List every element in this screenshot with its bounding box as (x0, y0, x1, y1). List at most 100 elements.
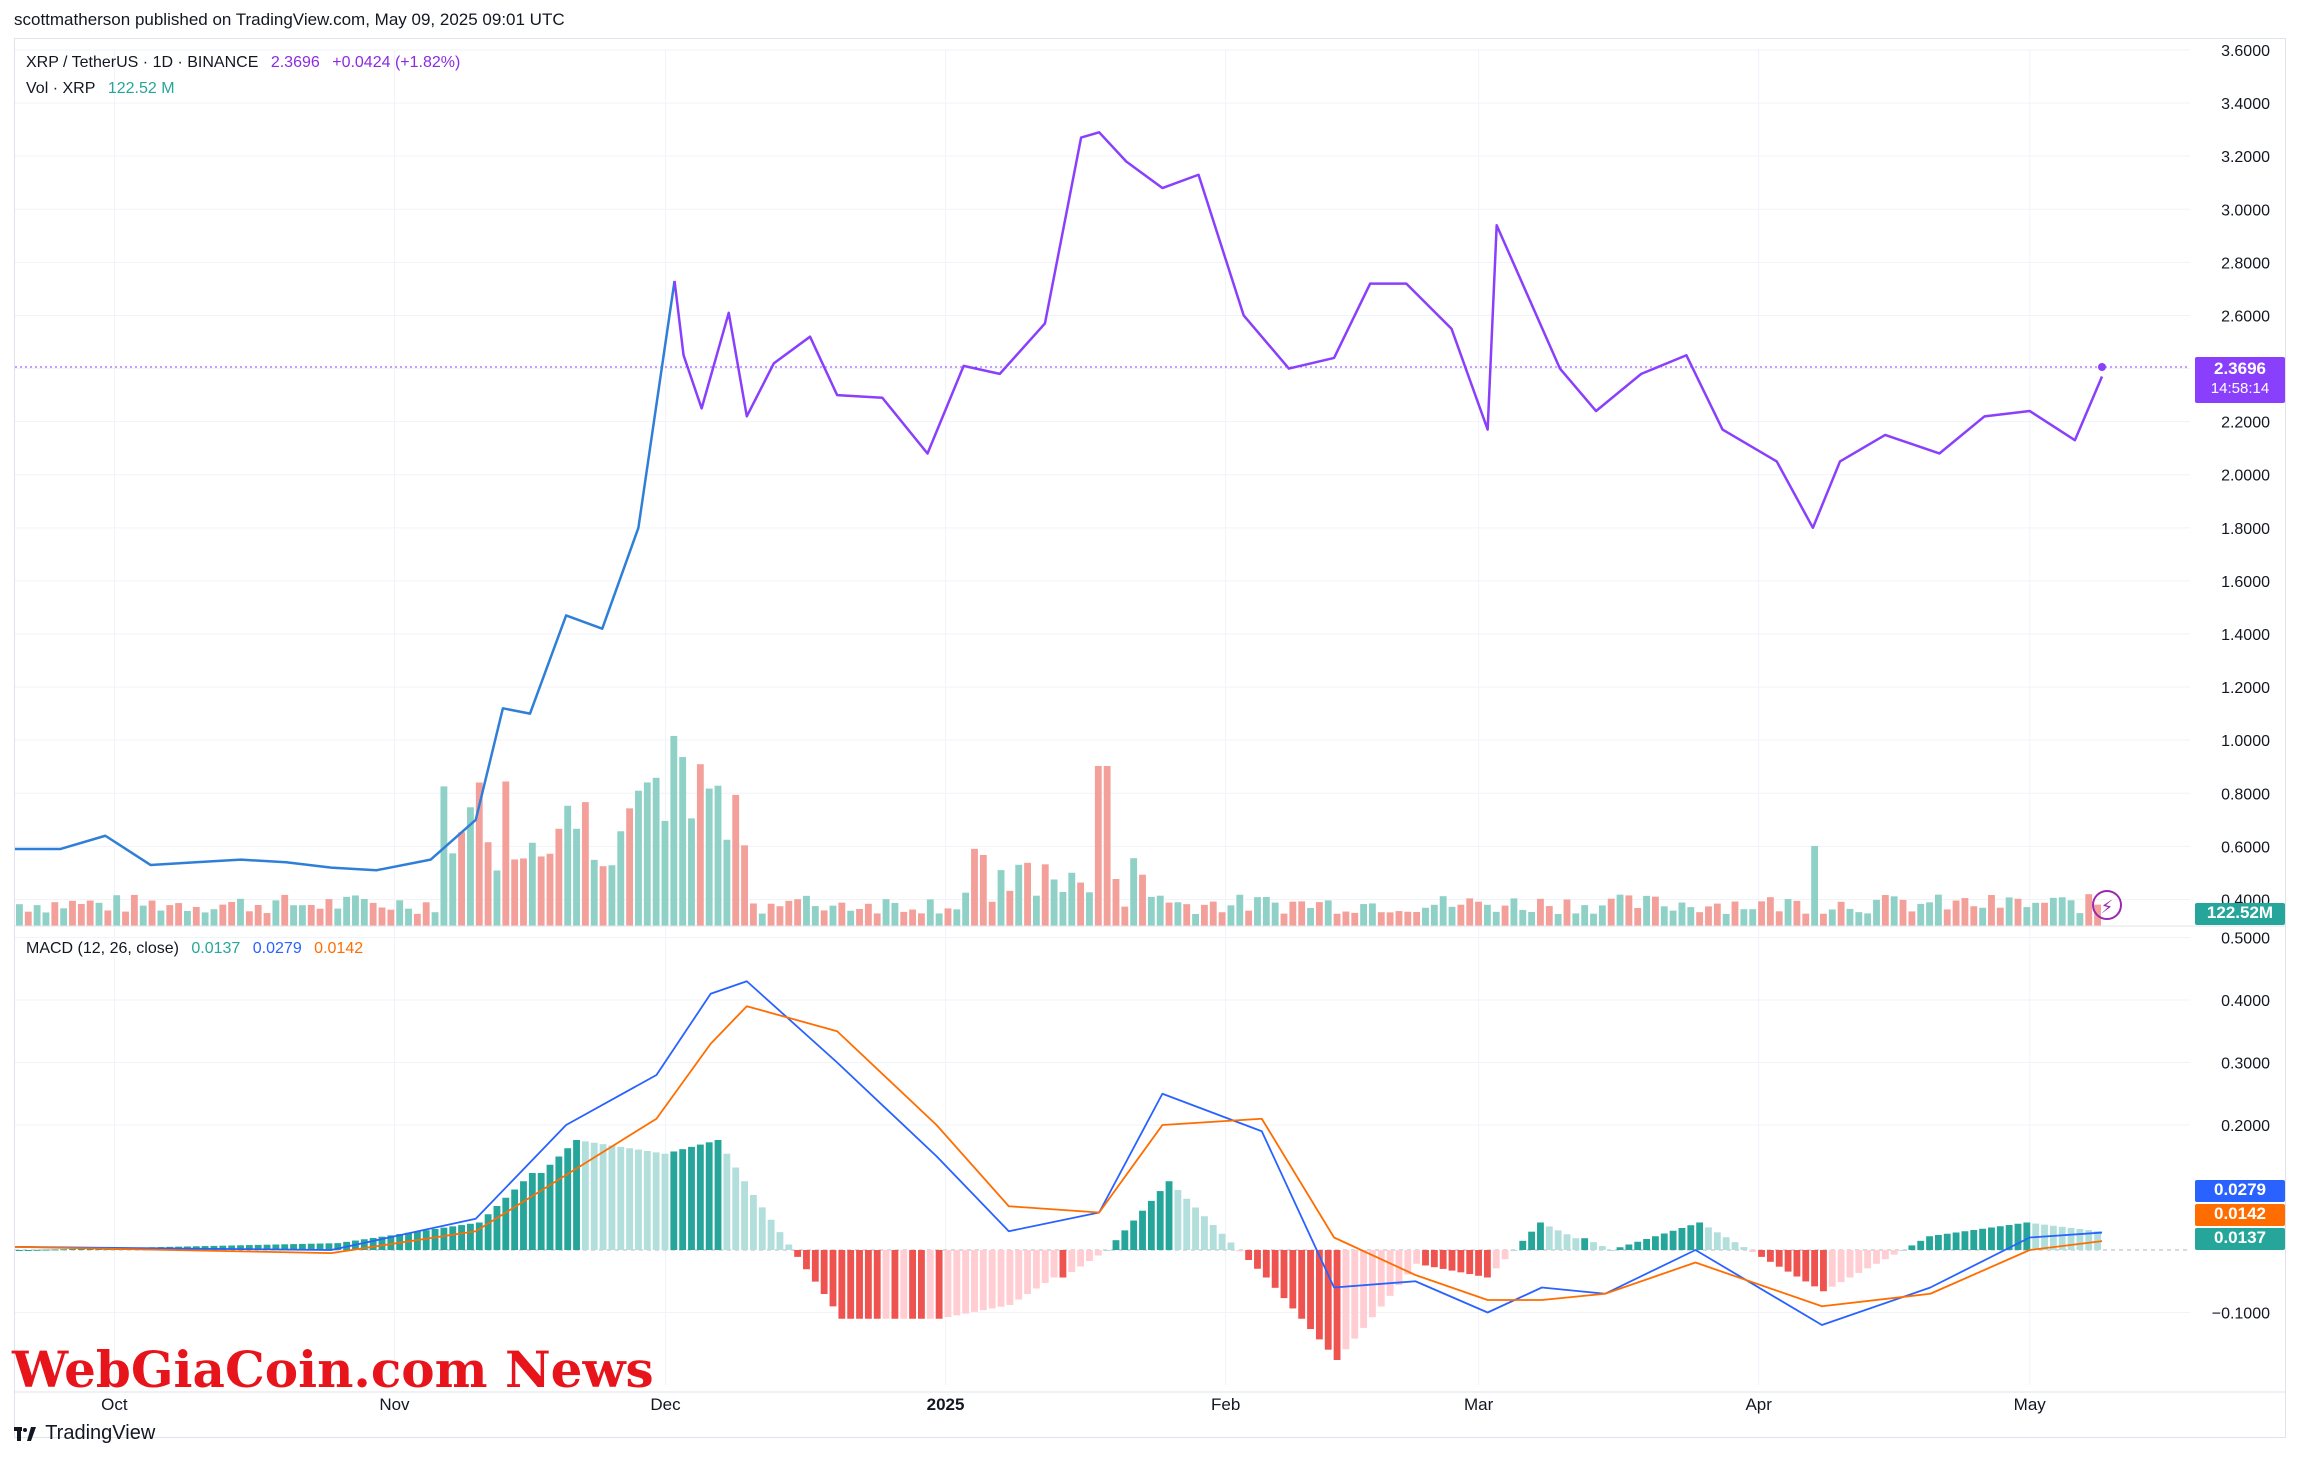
macd-legend: MACD (12, 26, close) 0.0137 0.0279 0.014… (26, 940, 371, 958)
macd-hist-bar (298, 1243, 306, 1250)
volume-bar (1828, 909, 1836, 926)
volume-bar (175, 903, 183, 926)
macd-hist-bar (467, 1223, 474, 1250)
volume-bar (1934, 894, 1942, 926)
volume-bar (334, 908, 342, 926)
volume-bar (1369, 903, 1376, 926)
volume-bar (1077, 882, 1085, 926)
volume-bar (705, 788, 713, 926)
volume-bar (1466, 898, 1474, 926)
volume-bar (484, 842, 492, 926)
price-line (15, 131, 2104, 872)
price-line-late (673, 131, 2104, 530)
macd-hist-bar (1112, 1240, 1120, 1250)
tradingview-brand[interactable]: TradingView (14, 1422, 155, 1445)
volume-bar (1245, 910, 1253, 926)
macd-tick-label: −0.1000 (2212, 1306, 2270, 1323)
macd-hist-bar (1952, 1232, 1960, 1250)
macd-hist-bar (732, 1167, 740, 1250)
volume-bar (1731, 901, 1739, 926)
volume-bar (1554, 913, 1562, 926)
time-axis: Oct Nov Dec 2025 Feb Mar Apr May (101, 1395, 2046, 1414)
macd-hist-bar (16, 1250, 23, 1251)
volume-bar (1307, 908, 1314, 926)
macd-hist-bar (909, 1250, 917, 1319)
volume-bar (546, 853, 554, 926)
macd-hist-bar (546, 1164, 554, 1250)
volume-bar (1563, 899, 1571, 926)
volume-bar (1802, 913, 1810, 926)
macd-hist-bar (528, 1173, 536, 1250)
last-price-dot (2098, 363, 2106, 371)
volume-legend: Vol · XRP 122.52 M (26, 80, 183, 98)
macd-hist-bar (1855, 1250, 1863, 1273)
volume-bar (1032, 895, 1040, 926)
volume-bar (1669, 910, 1677, 926)
macd-hist-bar (1802, 1250, 1810, 1282)
macd-hist-bar (856, 1250, 863, 1319)
macd-tick-label: 0.2000 (2221, 1118, 2270, 1135)
macd-hist-bar (926, 1250, 934, 1319)
volume-bar (272, 900, 280, 926)
volume-bar (1820, 913, 1827, 926)
macd-hist-bar (1811, 1250, 1819, 1287)
macd-hist-bar (1068, 1250, 1076, 1272)
macd-hist-bar (608, 1145, 616, 1250)
macd-hist-bar (1492, 1250, 1500, 1269)
macd-hist-bar (1041, 1250, 1049, 1283)
macd-hist-bar (1466, 1250, 1474, 1275)
volume-bar (24, 911, 32, 926)
macd-hist-bar (1165, 1181, 1173, 1250)
lightning-icon[interactable]: ⚡ (2092, 890, 2122, 920)
macd-hist-bar (1696, 1222, 1704, 1250)
macd-hist-bar (847, 1250, 855, 1319)
macd-label[interactable]: MACD (12, 26, close) (26, 940, 179, 957)
macd-hist-bar (1545, 1226, 1553, 1250)
volume-bar (1581, 905, 1589, 926)
macd-hist-bar (1510, 1250, 1518, 1251)
macd-hist-bar (1386, 1250, 1394, 1296)
macd-hist-bar (493, 1206, 501, 1250)
time-tick-label: Nov (379, 1395, 410, 1414)
volume-bar (1634, 907, 1642, 926)
volume-bar (1952, 900, 1960, 926)
volume-bar (2076, 913, 2084, 926)
volume-bar (1510, 898, 1518, 926)
macd-hist-bar (1475, 1250, 1482, 1276)
volume-bar (440, 786, 448, 926)
macd-hist-bar (811, 1250, 819, 1282)
volume-bar (573, 828, 580, 926)
macd-hist-bar (1793, 1250, 1801, 1277)
volume-bar (1015, 864, 1023, 926)
volume-bar (785, 900, 793, 926)
volume-bar (77, 904, 85, 926)
volume-bar (42, 912, 50, 926)
volume-label[interactable]: Vol · XRP (26, 80, 96, 97)
time-tick-label: Feb (1211, 1395, 1240, 1414)
macd-hist-bar (1943, 1233, 1951, 1250)
macd-line (14, 980, 2103, 1326)
macd-hist-bar (1687, 1225, 1695, 1250)
volume-bar (1590, 913, 1597, 926)
volume-bar (387, 909, 395, 926)
volume-bar (1687, 907, 1695, 926)
volume-bar (688, 818, 695, 926)
macd-hist-bar (51, 1249, 59, 1251)
volume-bar (1024, 862, 1031, 926)
symbol-label[interactable]: XRP / TetherUS · 1D · BINANCE (26, 54, 259, 71)
macd-hist-bar (1174, 1190, 1182, 1250)
volume-bar (1183, 904, 1191, 926)
macd-hist-bar (1926, 1236, 1933, 1250)
volume-bar (820, 910, 828, 926)
volume-bar (1749, 909, 1757, 926)
volume-bar (1758, 901, 1765, 926)
macd-hist-bar (820, 1250, 828, 1294)
macd-hist-bar (1351, 1250, 1359, 1339)
volume-bar (926, 899, 934, 926)
macd-hist-bar (1749, 1250, 1757, 1252)
volume-bar (962, 892, 970, 926)
time-tick-label: Apr (1745, 1395, 1772, 1414)
macd-hist-bar (325, 1243, 333, 1250)
volume-bar (219, 904, 227, 926)
